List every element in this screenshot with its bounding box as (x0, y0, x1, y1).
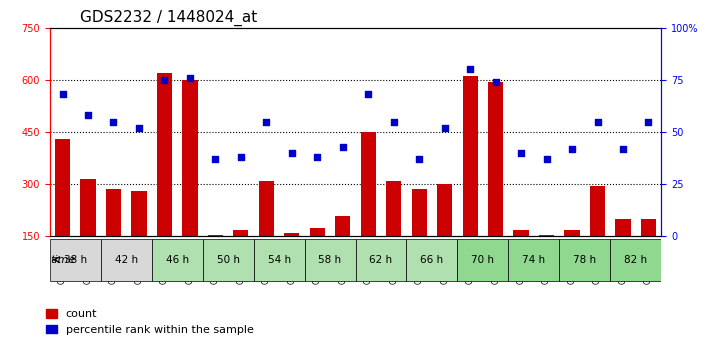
Point (286, 150, 297, 156)
Point (133, 125, 144, 131)
Text: 50 h: 50 h (217, 255, 240, 265)
Bar (80, 179, 96, 236)
Bar (590, 186, 605, 236)
Point (363, 92, 374, 97)
Point (235, 154, 247, 160)
Bar (233, 229, 249, 236)
Text: GDS2232 / 1448024_at: GDS2232 / 1448024_at (80, 10, 257, 26)
Text: 54 h: 54 h (267, 255, 291, 265)
Bar (360, 132, 376, 236)
FancyBboxPatch shape (203, 239, 254, 280)
Point (439, 125, 450, 131)
FancyBboxPatch shape (457, 239, 508, 280)
Text: 74 h: 74 h (523, 255, 545, 265)
Point (490, 79, 501, 85)
Bar (616, 219, 631, 236)
Text: 62 h: 62 h (370, 255, 392, 265)
Legend: count, percentile rank within the sample: count, percentile rank within the sample (41, 305, 258, 339)
Point (388, 119, 400, 124)
Text: 70 h: 70 h (471, 255, 494, 265)
Bar (488, 81, 503, 236)
Point (592, 119, 603, 124)
Bar (310, 228, 325, 236)
Text: 58 h: 58 h (319, 255, 341, 265)
Point (210, 156, 221, 162)
Point (515, 150, 527, 156)
Point (82, 112, 94, 118)
Bar (641, 219, 656, 236)
FancyBboxPatch shape (304, 239, 356, 280)
FancyBboxPatch shape (610, 239, 661, 280)
Bar (386, 181, 402, 236)
Bar (208, 235, 223, 236)
Bar (463, 76, 478, 236)
Bar (513, 229, 529, 236)
Text: time: time (50, 255, 75, 265)
FancyBboxPatch shape (560, 239, 610, 280)
Bar (284, 233, 299, 236)
Point (464, 67, 476, 72)
Point (643, 119, 654, 124)
Point (57, 92, 68, 97)
FancyBboxPatch shape (151, 239, 203, 280)
FancyBboxPatch shape (50, 239, 101, 280)
FancyBboxPatch shape (407, 239, 457, 280)
Point (159, 77, 170, 82)
FancyBboxPatch shape (356, 239, 407, 280)
Point (617, 146, 629, 151)
Bar (157, 73, 172, 236)
Text: 38 h: 38 h (64, 255, 87, 265)
Point (414, 156, 425, 162)
Bar (259, 181, 274, 236)
Bar (565, 229, 579, 236)
Point (567, 146, 578, 151)
Bar (335, 216, 351, 236)
Point (311, 154, 323, 160)
Bar (539, 235, 555, 236)
Point (541, 156, 552, 162)
Text: 66 h: 66 h (420, 255, 444, 265)
Point (108, 119, 119, 124)
Bar (182, 80, 198, 236)
Text: 42 h: 42 h (114, 255, 138, 265)
Bar (132, 191, 146, 236)
Point (337, 144, 348, 149)
Bar (55, 139, 70, 236)
Bar (412, 189, 427, 236)
FancyBboxPatch shape (508, 239, 560, 280)
Point (184, 75, 196, 80)
FancyBboxPatch shape (101, 239, 151, 280)
Bar (437, 184, 452, 236)
FancyBboxPatch shape (254, 239, 304, 280)
Point (261, 119, 272, 124)
Text: 82 h: 82 h (624, 255, 647, 265)
Text: 46 h: 46 h (166, 255, 188, 265)
Bar (106, 189, 121, 236)
Text: 78 h: 78 h (573, 255, 597, 265)
